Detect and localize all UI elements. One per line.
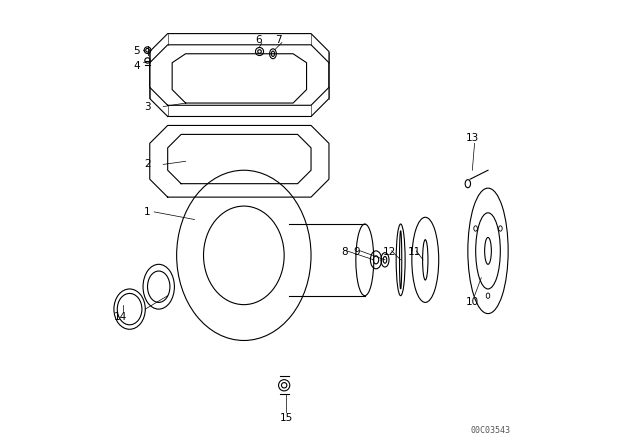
Text: 15: 15: [280, 413, 293, 422]
Text: 5: 5: [133, 46, 140, 56]
Text: 12: 12: [383, 247, 396, 257]
Text: 1: 1: [144, 207, 151, 217]
Text: 3: 3: [144, 102, 151, 112]
Text: 00C03543: 00C03543: [470, 426, 510, 435]
Text: 7: 7: [275, 35, 282, 45]
Text: 11: 11: [408, 247, 420, 257]
Text: 8: 8: [341, 247, 348, 257]
Text: 14: 14: [114, 312, 127, 322]
Text: 10: 10: [466, 297, 479, 307]
Text: 13: 13: [466, 133, 479, 143]
Text: 9: 9: [354, 247, 360, 257]
Text: 6: 6: [255, 35, 262, 45]
Text: 2: 2: [144, 159, 151, 169]
Text: 4: 4: [133, 61, 140, 71]
